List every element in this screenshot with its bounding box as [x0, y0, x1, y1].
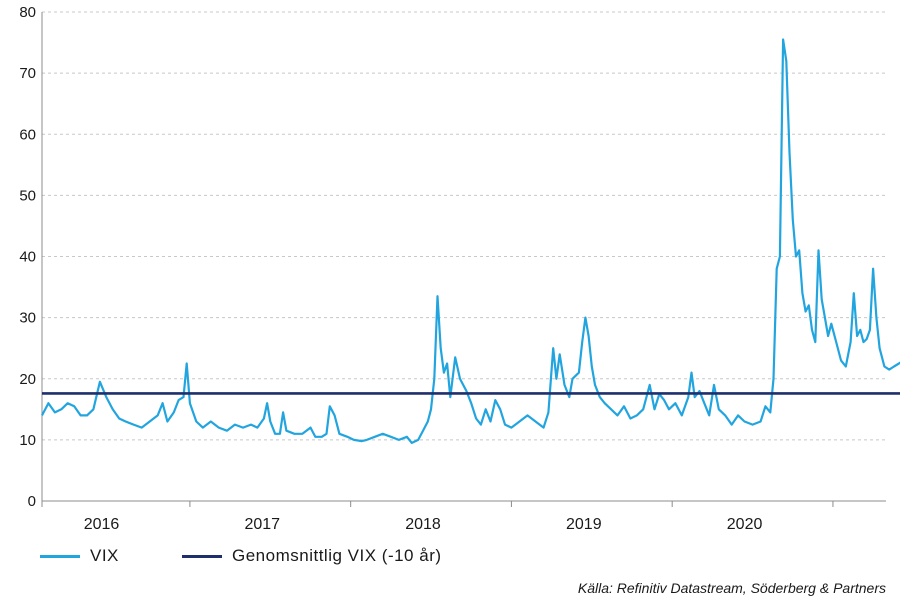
source-note: Källa: Refinitiv Datastream, Söderberg &…	[577, 580, 886, 596]
y-tick-label-70: 70	[19, 65, 36, 82]
legend-label-vix: VIX	[90, 546, 119, 565]
x-tick-label-2016: 2016	[84, 516, 120, 533]
axes: 0 10 20 30 40 50 60 70 80 2016 2017 2018 2019 2020	[19, 4, 886, 533]
y-tick-label-10: 10	[19, 432, 36, 449]
legend-label-average: Genomsnittlig VIX (-10 år)	[232, 546, 442, 565]
y-tick-label-80: 80	[19, 4, 36, 21]
legend-item-average: Genomsnittlig VIX (-10 år)	[182, 546, 442, 566]
y-tick-label-40: 40	[19, 249, 36, 266]
x-tick-label-2020: 2020	[727, 516, 763, 533]
legend: VIX Genomsnittlig VIX (-10 år)	[0, 546, 900, 576]
x-tick-label-2018: 2018	[405, 516, 441, 533]
gridlines	[42, 11, 886, 441]
x-tick-label-2019: 2019	[566, 516, 602, 533]
legend-item-vix: VIX	[40, 546, 119, 566]
legend-swatch-vix	[40, 554, 80, 558]
y-tick-label-20: 20	[19, 371, 36, 388]
series-line-vix	[41, 38, 900, 444]
y-tick-label-30: 30	[19, 310, 36, 327]
y-tick-label-0: 0	[28, 493, 36, 510]
x-tick-label-2017: 2017	[244, 516, 280, 533]
legend-swatch-average	[182, 554, 222, 558]
y-tick-label-60: 60	[19, 126, 36, 143]
vix-chart: 0 10 20 30 40 50 60 70 80 2016 2017 2018 2019 2020	[19, 4, 900, 533]
y-tick-label-50: 50	[19, 187, 36, 204]
series-layer	[41, 38, 900, 444]
